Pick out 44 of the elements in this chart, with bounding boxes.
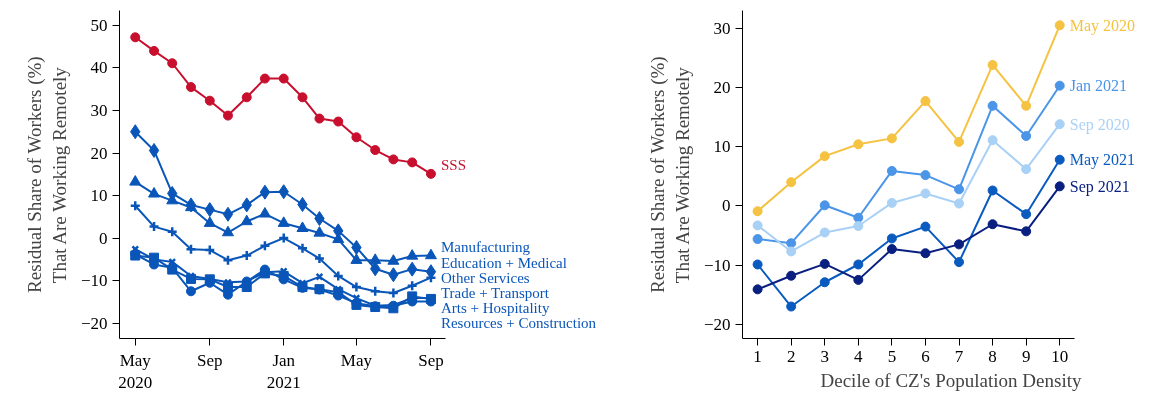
y-tick-label: 20 bbox=[713, 77, 731, 97]
x-tick-label: 9 bbox=[1021, 346, 1031, 366]
series-label: May 2021 bbox=[1069, 151, 1136, 170]
series-label: Manufacturing bbox=[440, 238, 531, 255]
x-tick-label: 3 bbox=[820, 346, 829, 366]
y-tick-label: 30 bbox=[713, 18, 731, 38]
series-label: Jan 2021 bbox=[1069, 77, 1128, 95]
series-label: Resources + Construction bbox=[440, 315, 597, 332]
y-tick-label: 30 bbox=[90, 100, 108, 120]
y-tick-label: 50 bbox=[90, 15, 108, 35]
x-tick-label: 8 bbox=[988, 346, 997, 366]
y-tick-label: 20 bbox=[90, 143, 108, 163]
y-tick-label: −10 bbox=[80, 271, 108, 291]
series-label: Other Services bbox=[440, 270, 530, 287]
x-tick-label: May bbox=[340, 350, 373, 370]
series-label: May 2020 bbox=[1069, 16, 1136, 35]
x-tick-label: 6 bbox=[921, 346, 930, 366]
y-tick-label: 0 bbox=[722, 196, 731, 216]
x-tick-label: 7 bbox=[954, 346, 964, 366]
y-tick-label: −10 bbox=[703, 255, 731, 275]
y-tick-label: −20 bbox=[703, 314, 731, 334]
x-tick-label: Jan 2021 bbox=[266, 350, 301, 393]
x-tick-label: 4 bbox=[854, 346, 864, 366]
y-tick-label: 40 bbox=[90, 58, 108, 78]
x-tick-label: Sep bbox=[418, 350, 444, 370]
x-tick-label: 2 bbox=[786, 346, 796, 366]
series-label: Sep 2021 bbox=[1069, 177, 1130, 196]
y-tick-label: −20 bbox=[80, 313, 108, 333]
series-label: SSS bbox=[440, 157, 466, 174]
series-label: Arts + Hospitality bbox=[440, 300, 550, 317]
y-tick-label: 0 bbox=[99, 228, 108, 248]
series-label: Sep 2020 bbox=[1069, 115, 1130, 134]
x-tick-label: 5 bbox=[887, 346, 897, 366]
y-axis-title: Residual Share of Workers (%) That Are Working Remotely bbox=[23, 56, 70, 293]
x-tick-label: May 2020 bbox=[118, 350, 153, 393]
series-label: Education + Medical bbox=[440, 255, 567, 272]
x-tick-label: 1 bbox=[753, 346, 762, 366]
y-tick-label: 10 bbox=[713, 137, 731, 157]
series-label: Trade + Transport bbox=[440, 285, 550, 302]
x-axis-title: Decile of CZ's Population Density bbox=[820, 369, 1082, 391]
y-axis-title: Residual Share of Workers (%) That Are Working Remotely bbox=[646, 56, 693, 293]
y-tick-label: 10 bbox=[90, 186, 108, 206]
x-tick-label: 10 bbox=[1051, 346, 1069, 366]
x-tick-label: Sep bbox=[197, 350, 223, 370]
